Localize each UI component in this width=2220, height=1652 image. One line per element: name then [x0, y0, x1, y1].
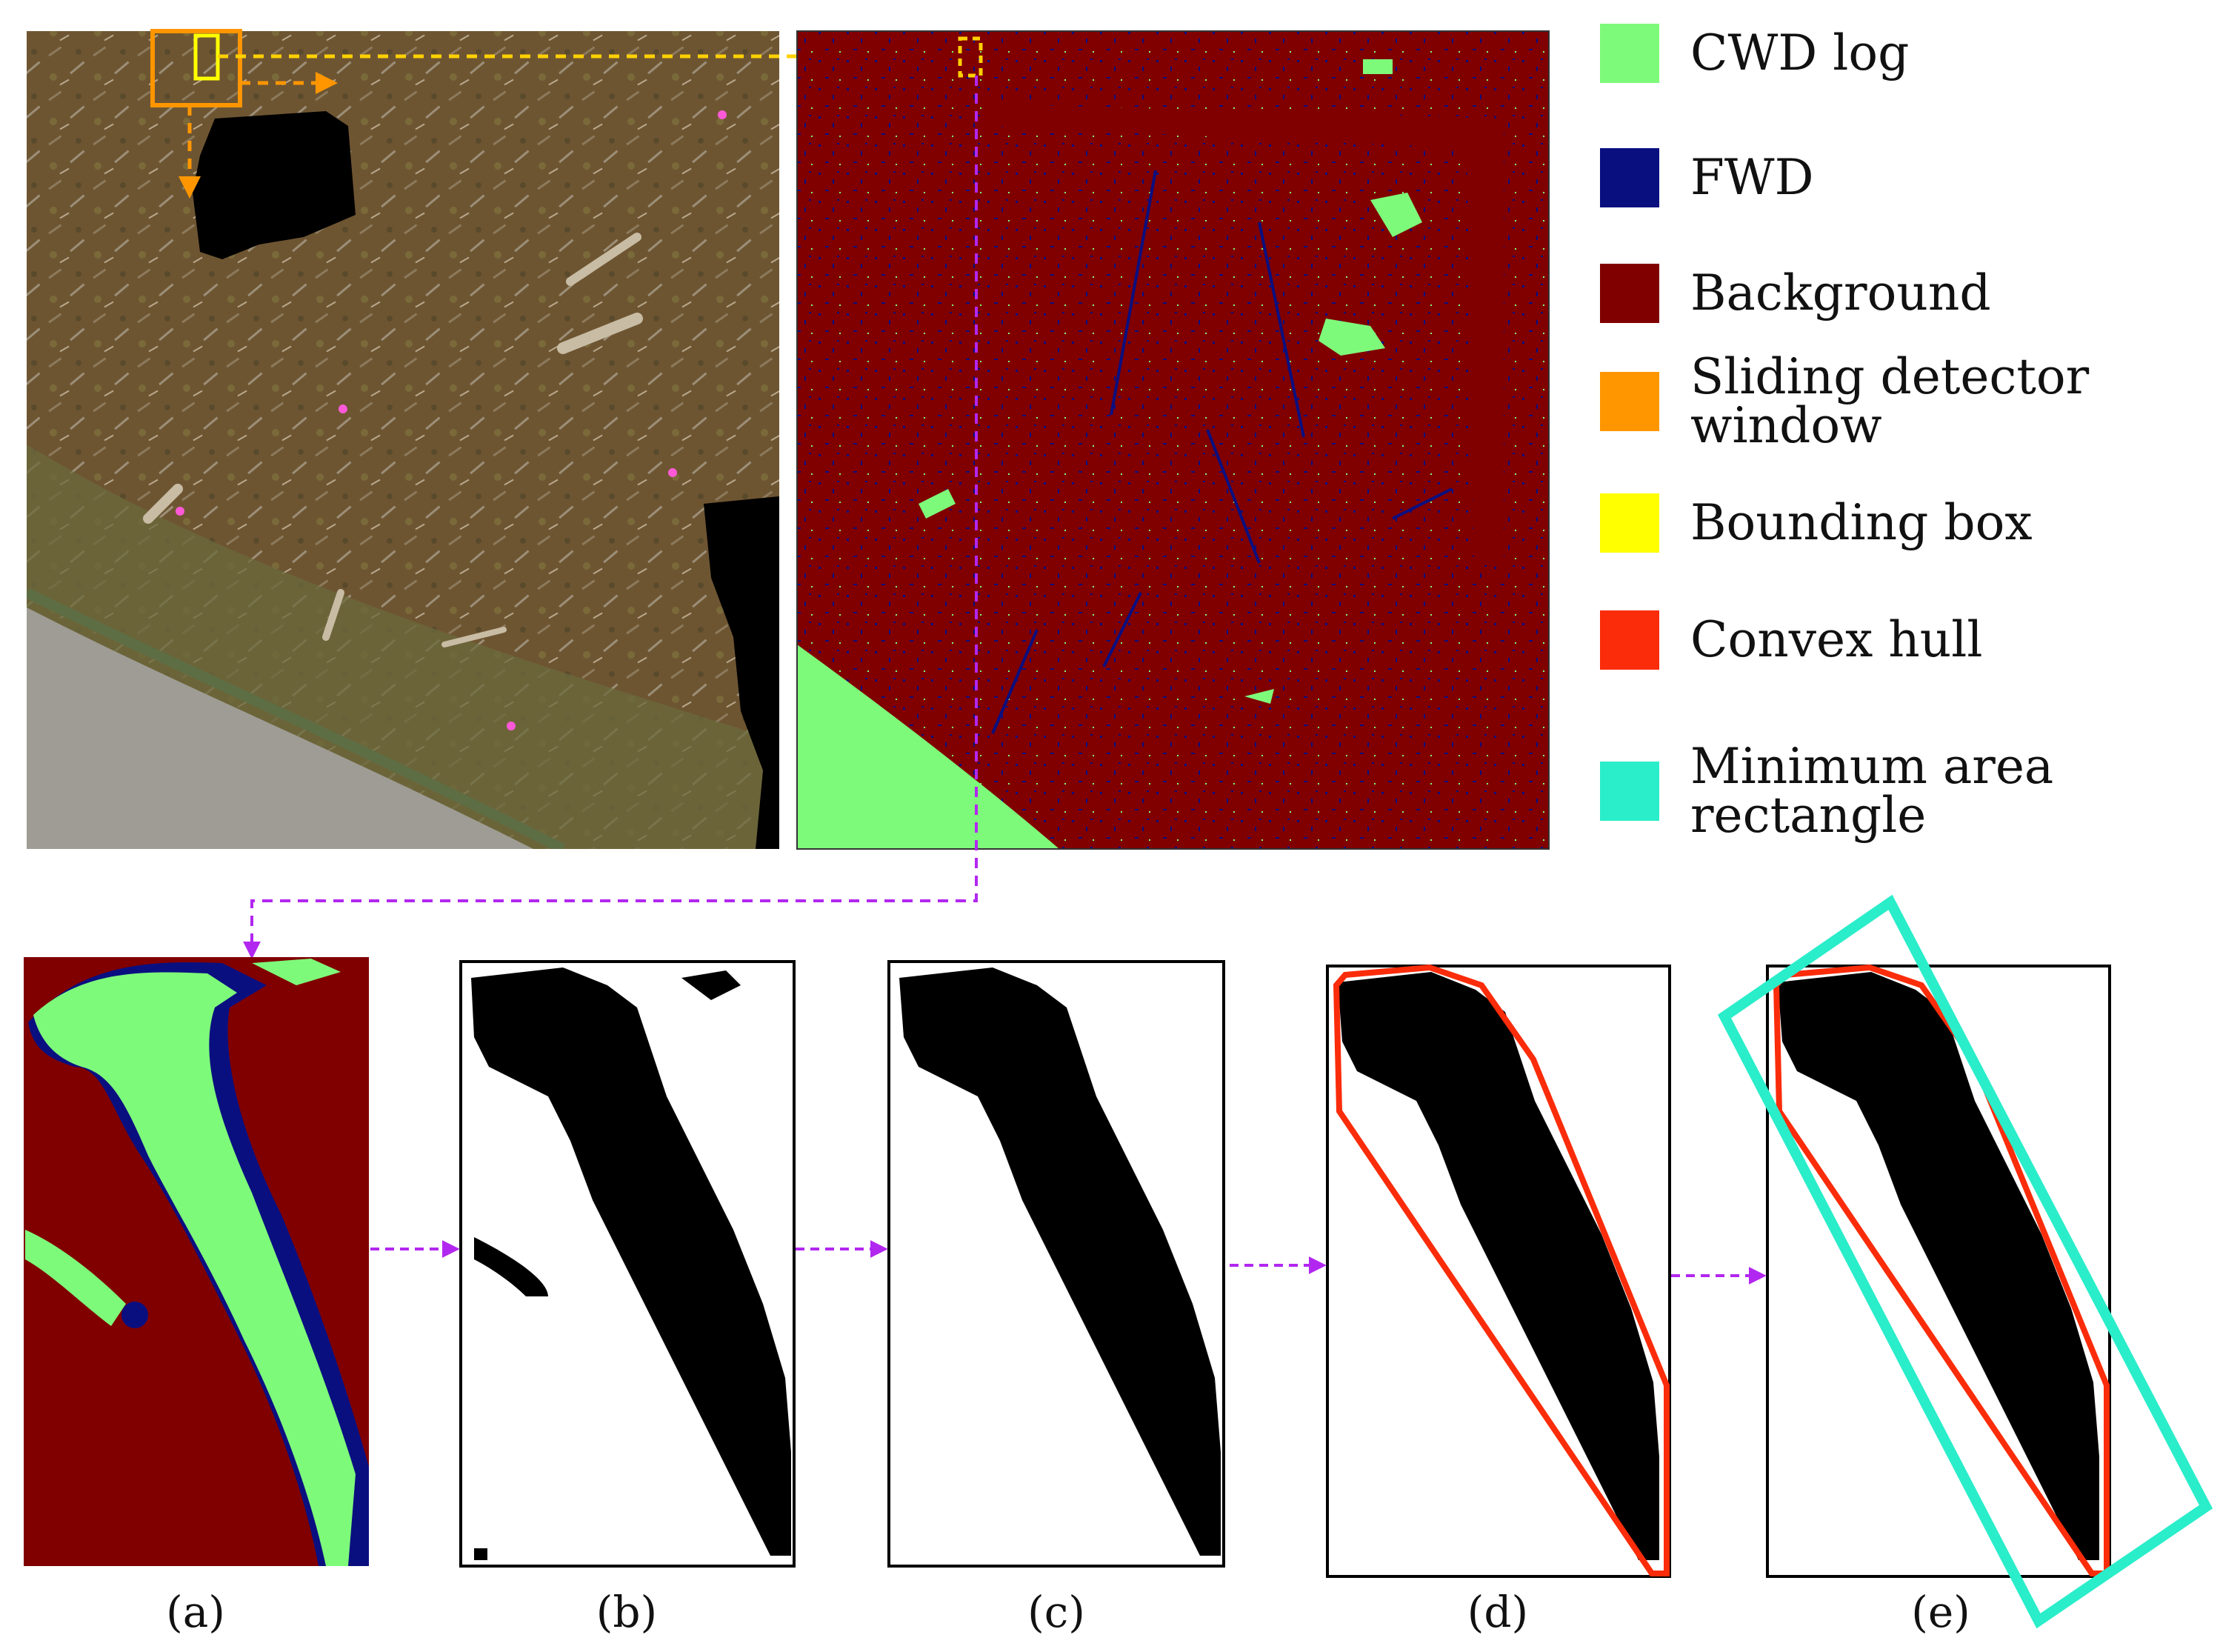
classified-bbox-marker: [958, 36, 983, 78]
legend-swatch-sliding: [1600, 372, 1659, 431]
classified-background: [797, 31, 1549, 849]
panel-a-classified-crop: [24, 957, 369, 1566]
legend-swatch-hull: [1600, 610, 1659, 670]
legend-swatch-minrect: [1600, 762, 1659, 821]
legend-label-hull: Convex hull: [1690, 611, 1983, 668]
panel-e-log-blob: [1778, 972, 2099, 1560]
debris-logs: [143, 233, 643, 647]
legend-label-fwd: FWD: [1690, 149, 1814, 206]
classified-road-cwd: [797, 645, 1059, 849]
legend-swatch-bbox: [1600, 493, 1659, 553]
legend-swatch-background: [1600, 264, 1659, 323]
masked-region-right: [704, 496, 779, 849]
minimum-area-rectangle: [1717, 894, 2213, 1629]
classified-cwd-patches: [919, 59, 1422, 704]
purple-arrow-to-crop: [243, 76, 978, 959]
legend-label-sliding-line-1: Sliding detector: [1690, 348, 2090, 405]
panel-c-cleaned-mask: [887, 960, 1225, 1568]
legend-swatch-cwd: [1600, 24, 1659, 83]
panel-c-log-blob: [899, 967, 1221, 1556]
panel-b-noise-top: [681, 970, 741, 1000]
road-surface: [27, 607, 533, 849]
panel-e-hull-outline: [1773, 964, 2110, 1576]
survey-markers: [176, 110, 727, 730]
sliding-window-marker: [150, 29, 242, 107]
panel-d-log-blob: [1338, 972, 1659, 1560]
road-edge: [27, 587, 566, 849]
panel-b-noise-corner: [474, 1548, 487, 1560]
panel-a-cwd-branch: [25, 1230, 126, 1326]
legend-label-background: Background: [1690, 264, 1991, 322]
caption-e: (e): [1911, 1587, 1970, 1637]
orthophoto-panel: [27, 31, 779, 849]
legend-label-bbox: Bounding box: [1690, 494, 2033, 551]
panel-b-binary-mask: [459, 960, 796, 1568]
classified-fwd-lines: [991, 170, 1453, 734]
legend-label-cwd: CWD log: [1690, 24, 1909, 81]
classified-map-panel: [797, 31, 1549, 849]
panel-b-log-blob: [471, 967, 791, 1556]
panel-b-noise-branch: [474, 1237, 548, 1296]
masked-region-top: [193, 111, 356, 259]
caption-a: (a): [166, 1587, 225, 1637]
classified-map-frame: [796, 30, 1550, 850]
legend-swatch-fwd: [1600, 148, 1659, 207]
legend-label-minrect-line-1: Minimum area: [1690, 738, 2053, 795]
panel-a-cwd-top: [252, 959, 341, 985]
panel-a-cwd-log: [33, 972, 356, 1566]
legend-label-sliding-line-2: window: [1690, 397, 1882, 454]
panel-a-fwd-blob: [121, 1302, 148, 1328]
legend: CWD log FWD Background Sliding detectorwind…: [1600, 24, 2090, 844]
panel-d-convex-hull: [1326, 964, 1671, 1578]
caption-d: (d): [1467, 1587, 1528, 1637]
legend-label-minrect-line-2: rectangle: [1690, 787, 1926, 844]
caption-c: (c): [1027, 1587, 1085, 1637]
caption-b: (b): [596, 1587, 657, 1637]
convex-hull-outline: [1333, 964, 1670, 1576]
panel-e-min-area-rect: [1717, 894, 2213, 1629]
